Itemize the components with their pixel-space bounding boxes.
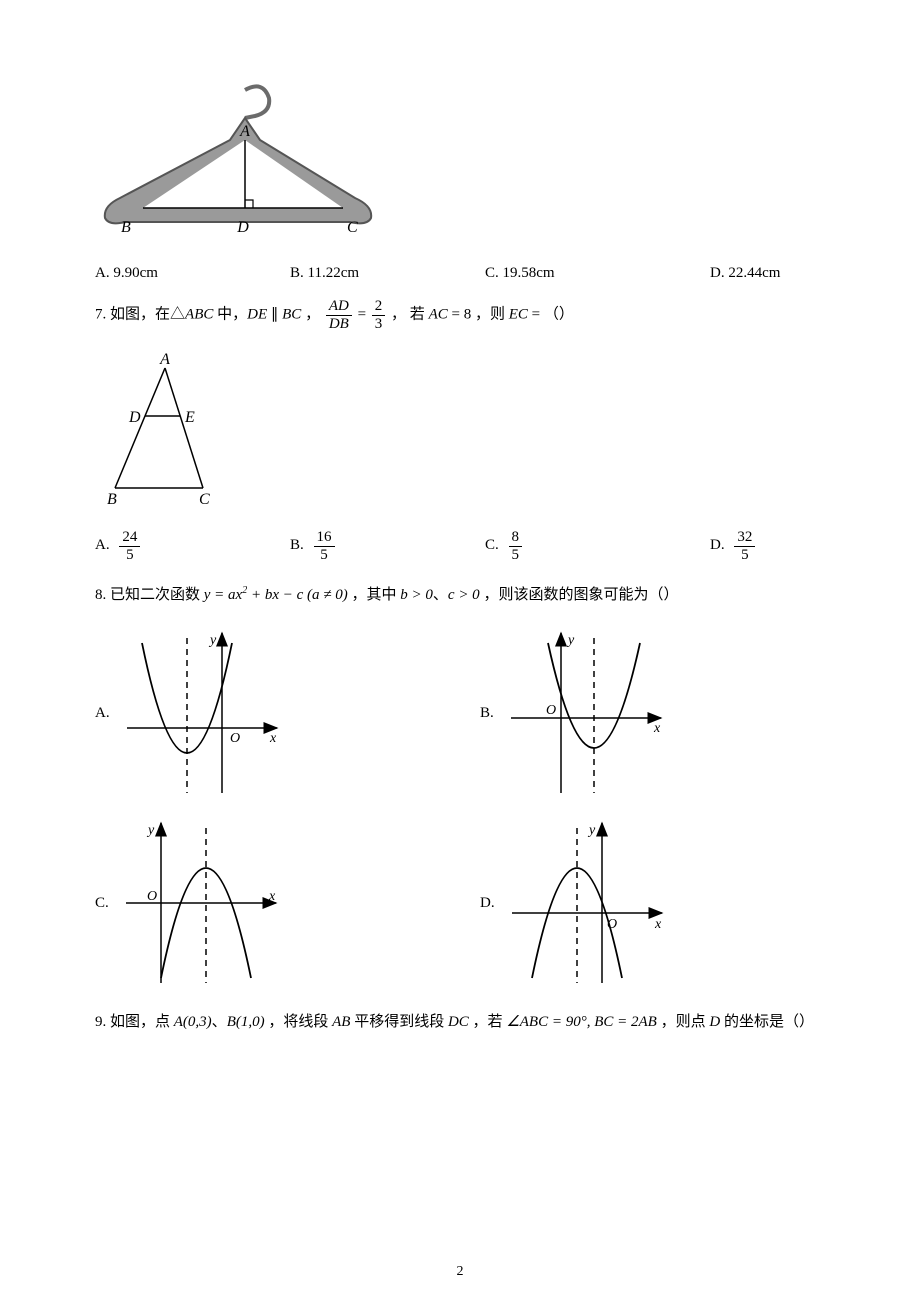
page-number: 2 [0,1264,920,1280]
q6-options: A. 9.90cm B. 11.22cm C. 19.58cm D. 22.44… [95,265,825,282]
label-B: B [121,219,131,236]
svg-text:A: A [159,351,170,368]
svg-text:C: C [199,491,210,508]
q8-option-d: D. O x y [480,818,825,988]
q6-option-c: C. 19.58cm [485,265,710,282]
svg-text:D: D [128,409,141,426]
label-D: D [236,219,249,236]
q6-option-b: B. 11.22cm [290,265,485,282]
q6-option-d: D. 22.44cm [710,265,825,282]
q6-option-a: A. 9.90cm [95,265,290,282]
q8-option-a: A. O x y [95,628,440,798]
q9-text: 9. 如图，点 A(0,3)、B(1,0) ，将线段 AB 平移得到线段 DC … [95,1004,825,1040]
q7-option-a: A. 245 [95,529,290,563]
q7-text: 7. 如图，在△ABC 中，DE ∥ BC ， AD DB = 2 3 ， 若 … [95,298,825,332]
svg-text:O: O [147,889,157,904]
q8-option-b: B. O x y [480,628,825,798]
label-A: A [239,123,250,140]
q7-options: A. 245 B. 165 C. 85 D. 325 [95,529,825,563]
q7-figure: A D E B C [95,348,825,513]
q7-option-b: B. 165 [290,529,485,563]
svg-text:x: x [268,889,276,904]
q6-figure-hanger: A B D C [95,80,825,245]
svg-text:x: x [653,721,661,736]
q7-frac2: 2 3 [372,298,386,332]
svg-text:x: x [654,917,662,932]
svg-text:y: y [146,823,155,838]
svg-text:O: O [607,917,617,932]
q7-frac1: AD DB [326,298,352,332]
svg-text:y: y [208,633,217,648]
q7-option-c: C. 85 [485,529,710,563]
label-C: C [347,219,358,236]
svg-text:y: y [566,633,575,648]
q7-option-d: D. 325 [710,529,825,563]
svg-text:O: O [546,703,556,718]
hanger-svg: A B D C [95,80,380,240]
svg-text:E: E [184,409,195,426]
svg-text:O: O [230,731,240,746]
q8-text: 8. 已知二次函数 y = ax2 + bx − c (a ≠ 0) ，其中 b… [95,579,825,612]
svg-text:y: y [587,823,596,838]
svg-text:B: B [107,491,117,508]
q8-grid: A. O x y B. O x y [95,628,825,988]
q8-option-c: C. O x y [95,818,440,988]
page: A B D C A. 9.90cm B. 11.22cm C. 19.58cm … [0,0,920,1302]
svg-text:x: x [269,731,277,746]
